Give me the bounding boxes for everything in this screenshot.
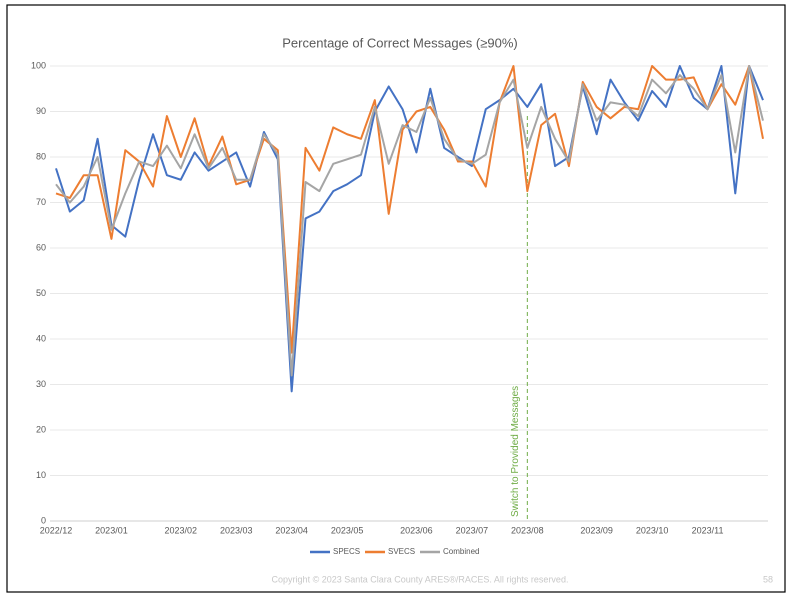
x-tick-label: 2023/09 [580, 525, 613, 535]
x-tick-label: 2023/03 [220, 525, 253, 535]
annotation-text: Switch to Provided Messages [510, 386, 521, 517]
y-tick-label: 10 [36, 470, 46, 480]
x-tick-label: 2023/11 [692, 525, 724, 535]
x-tick-label: 2023/04 [275, 525, 308, 535]
series-line [55, 65, 764, 393]
y-tick-label: 80 [36, 151, 46, 161]
y-tick-label: 60 [36, 242, 46, 252]
x-tick-label: 2023/07 [456, 525, 489, 535]
y-tick-label: 40 [36, 333, 46, 343]
y-tick-label: 90 [36, 106, 46, 116]
x-tick-label: 2023/06 [400, 525, 433, 535]
legend-label: SVECS [388, 547, 415, 556]
x-tick-label: 2023/10 [636, 525, 669, 535]
series-line [55, 65, 764, 354]
x-tick-label: 2023/02 [164, 525, 197, 535]
x-tick-label: 2023/01 [95, 525, 128, 535]
y-tick-label: 50 [36, 288, 46, 298]
legend-label: SPECS [333, 547, 360, 556]
x-tick-label: 2022/12 [40, 525, 73, 535]
y-tick-label: 20 [36, 424, 46, 434]
y-tick-label: 70 [36, 197, 46, 207]
page-number: 58 [763, 574, 773, 584]
copyright: Copyright © 2023 Santa Clara County ARES… [272, 574, 569, 584]
series-line [55, 65, 764, 377]
y-tick-label: 30 [36, 379, 46, 389]
slide-border [6, 4, 786, 593]
legend-label: Combined [443, 547, 479, 556]
y-tick-label: 0 [41, 515, 46, 525]
x-tick-label: 2023/05 [331, 525, 364, 535]
chart-title: Percentage of Correct Messages (≥90%) [282, 35, 517, 50]
x-tick-label: 2023/08 [511, 525, 544, 535]
y-tick-label: 100 [31, 60, 46, 70]
